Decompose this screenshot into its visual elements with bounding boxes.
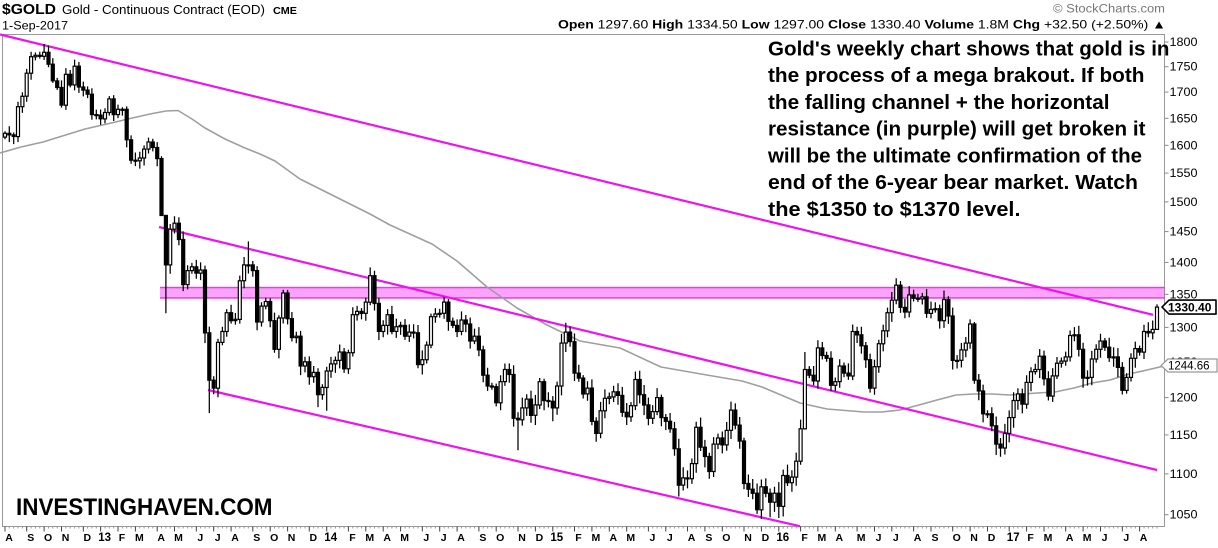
svg-text:1100: 1100 bbox=[1170, 469, 1198, 481]
svg-text:D: D bbox=[536, 532, 544, 543]
svg-text:1400: 1400 bbox=[1170, 257, 1198, 269]
svg-text:1330.40: 1330.40 bbox=[1168, 300, 1212, 314]
svg-text:O: O bbox=[722, 532, 730, 543]
svg-text:1244.66: 1244.66 bbox=[1168, 361, 1210, 373]
svg-text:N: N bbox=[288, 532, 296, 543]
svg-text:N: N bbox=[62, 532, 70, 543]
svg-text:M: M bbox=[818, 532, 827, 543]
svg-text:© StockCharts.com: © StockCharts.com bbox=[1053, 4, 1165, 16]
svg-text:A: A bbox=[1066, 532, 1074, 543]
svg-text:A: A bbox=[1140, 532, 1148, 543]
svg-text:1550: 1550 bbox=[1170, 168, 1198, 180]
svg-text:1450: 1450 bbox=[1170, 227, 1198, 239]
svg-text:A: A bbox=[836, 532, 844, 543]
svg-text:D: D bbox=[762, 532, 770, 543]
svg-text:end of the 6-year bear market.: end of the 6-year bear market. Watch bbox=[768, 171, 1138, 194]
svg-text:J: J bbox=[423, 532, 429, 543]
svg-text:S: S bbox=[705, 532, 712, 543]
svg-text:O: O bbox=[953, 532, 961, 543]
svg-text:A: A bbox=[688, 532, 696, 543]
svg-text:A: A bbox=[457, 532, 465, 543]
svg-text:D: D bbox=[988, 532, 996, 543]
svg-text:Gold - Continuous Contract (EO: Gold - Continuous Contract (EOD) bbox=[62, 3, 265, 17]
svg-text:M: M bbox=[626, 532, 635, 543]
svg-text:13: 13 bbox=[98, 532, 111, 543]
svg-text:1600: 1600 bbox=[1170, 140, 1198, 152]
svg-text:1150: 1150 bbox=[1170, 430, 1198, 442]
svg-text:N: N bbox=[518, 532, 526, 543]
svg-text:J: J bbox=[441, 532, 447, 543]
svg-text:J: J bbox=[1123, 532, 1129, 543]
svg-text:J: J bbox=[197, 532, 203, 543]
svg-text:resistance (in purple) will ge: resistance (in purple) will get broken i… bbox=[768, 118, 1146, 141]
svg-text:1750: 1750 bbox=[1170, 62, 1198, 74]
svg-text:1050: 1050 bbox=[1170, 510, 1198, 522]
svg-text:16: 16 bbox=[776, 532, 789, 543]
svg-text:N: N bbox=[970, 532, 978, 543]
svg-text:J: J bbox=[1102, 532, 1108, 543]
svg-text:will be the ultimate confirmat: will be the ultimate confirmation of the bbox=[767, 144, 1142, 167]
svg-text:M: M bbox=[1044, 532, 1053, 543]
svg-text:A: A bbox=[157, 532, 165, 543]
svg-text:J: J bbox=[876, 532, 882, 543]
svg-text:M: M bbox=[400, 532, 409, 543]
svg-text:INVESTINGHAVEN.COM: INVESTINGHAVEN.COM bbox=[16, 494, 273, 521]
svg-text:D: D bbox=[84, 532, 92, 543]
svg-text:N: N bbox=[744, 532, 752, 543]
svg-text:F: F bbox=[1027, 532, 1034, 543]
svg-text:the $1350 to $1370 level.: the $1350 to $1370 level. bbox=[768, 198, 1021, 221]
svg-text:M: M bbox=[135, 532, 144, 543]
svg-text:A: A bbox=[231, 532, 239, 543]
svg-text:D: D bbox=[310, 532, 318, 543]
svg-text:F: F bbox=[119, 532, 126, 543]
svg-text:J: J bbox=[893, 532, 899, 543]
svg-text:A: A bbox=[610, 532, 618, 543]
svg-text:A: A bbox=[383, 532, 391, 543]
svg-text:S: S bbox=[27, 532, 34, 543]
svg-text:14: 14 bbox=[324, 532, 337, 543]
svg-text:M: M bbox=[592, 532, 601, 543]
svg-text:J: J bbox=[215, 532, 221, 543]
svg-text:F: F bbox=[349, 532, 356, 543]
svg-text:O: O bbox=[44, 532, 52, 543]
svg-text:F: F bbox=[801, 532, 808, 543]
svg-text:1700: 1700 bbox=[1170, 87, 1198, 99]
svg-text:O: O bbox=[270, 532, 278, 543]
svg-text:1-Sep-2017: 1-Sep-2017 bbox=[2, 19, 68, 33]
svg-text:A: A bbox=[5, 532, 13, 543]
svg-text:O: O bbox=[496, 532, 504, 543]
svg-text:15: 15 bbox=[550, 532, 563, 543]
svg-text:the process of a mega brakout.: the process of a mega brakout. If both bbox=[768, 64, 1145, 87]
svg-text:Gold's weekly chart shows that: Gold's weekly chart shows that gold is i… bbox=[768, 38, 1170, 61]
svg-text:J: J bbox=[667, 532, 673, 543]
svg-text:1800: 1800 bbox=[1170, 37, 1198, 49]
svg-text:1300: 1300 bbox=[1170, 322, 1198, 334]
svg-text:1200: 1200 bbox=[1170, 393, 1198, 405]
svg-text:the falling channel + the hori: the falling channel + the horizontal bbox=[768, 91, 1110, 114]
svg-text:M: M bbox=[857, 532, 866, 543]
svg-text:$GOLD: $GOLD bbox=[2, 2, 56, 18]
svg-text:A: A bbox=[914, 532, 922, 543]
svg-text:S: S bbox=[931, 532, 938, 543]
svg-text:S: S bbox=[253, 532, 260, 543]
svg-text:1350: 1350 bbox=[1170, 289, 1198, 301]
svg-text:J: J bbox=[649, 532, 655, 543]
svg-text:1500: 1500 bbox=[1170, 197, 1198, 209]
svg-text:1650: 1650 bbox=[1170, 113, 1198, 125]
svg-text:M: M bbox=[365, 532, 374, 543]
svg-text:M: M bbox=[1083, 532, 1092, 543]
svg-text:M: M bbox=[174, 532, 183, 543]
svg-text:17: 17 bbox=[1007, 532, 1020, 543]
svg-text:Open 1297.60 High 1334.50 Low: Open 1297.60 High 1334.50 Low 1297.00 Cl… bbox=[558, 18, 1166, 32]
svg-text:F: F bbox=[575, 532, 582, 543]
svg-text:S: S bbox=[479, 532, 486, 543]
svg-text:CME: CME bbox=[273, 5, 297, 17]
